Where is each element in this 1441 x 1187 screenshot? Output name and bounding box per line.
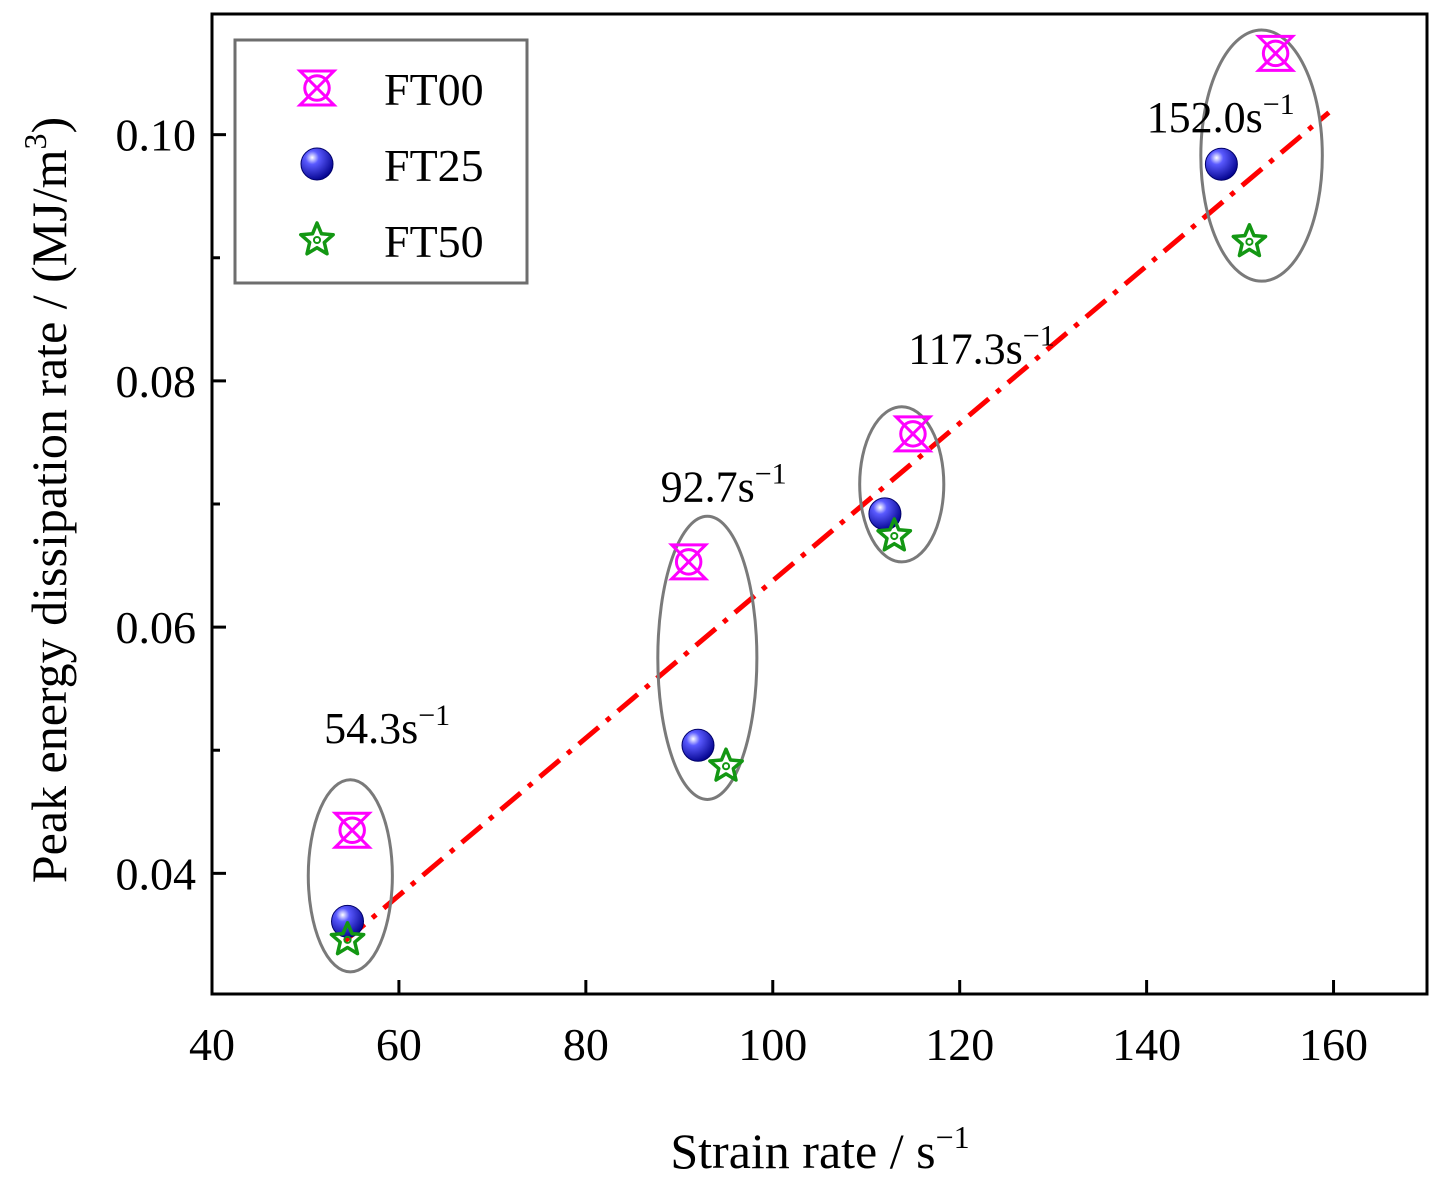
ft00-marker-circle — [303, 74, 331, 102]
y-tick-label: 0.08 — [116, 356, 197, 407]
group-ellipse — [306, 778, 394, 974]
markers-layer — [329, 34, 1297, 956]
ft00-marker-bowtie — [331, 811, 373, 849]
group-ellipses-layer — [306, 28, 1324, 974]
ft50-marker — [1231, 223, 1268, 258]
ft00-marker-bowtie — [296, 69, 338, 107]
group-ellipse — [858, 405, 946, 564]
x-tick-label: 120 — [925, 1019, 994, 1070]
legend-label: FT25 — [384, 140, 484, 191]
x-tick-label: 140 — [1112, 1019, 1181, 1070]
ft25-marker — [681, 728, 715, 762]
ft00-marker-circle — [674, 548, 703, 576]
axis-ticks-layer: 40 60 80 100 120 140 160 0.04 0.06 0.08 0.10 — [116, 110, 1369, 1070]
ft00-marker-bowtie — [1254, 34, 1297, 72]
ft50-marker — [299, 221, 335, 256]
ft50-marker-center — [312, 235, 322, 245]
ft50-marker — [876, 517, 913, 552]
strain-rate-annotation: 117.3s−1 — [908, 320, 1054, 374]
y-axis-title: Peak energy dissipation rate / (MJ/m3) — [17, 117, 77, 883]
legend: FT00 FT25 FT50 — [233, 38, 529, 285]
x-tick-label: 60 — [376, 1019, 422, 1070]
x-axis-title: Strain rate / s−1 — [670, 1119, 969, 1179]
ft00-marker — [1254, 34, 1297, 72]
strain-rate-annotation: 152.0s−1 — [1147, 88, 1295, 142]
ft50-marker-center — [1245, 237, 1254, 246]
ft00-marker — [668, 543, 710, 581]
strain-rate-annotation-unit-exponent: −1 — [755, 458, 787, 491]
ft50-marker — [708, 747, 744, 782]
x-tick-label: 40 — [189, 1019, 235, 1070]
strain-rate-annotation-value: 117.3s — [908, 325, 1023, 374]
strain-rate-annotation-unit-exponent: −1 — [1023, 320, 1055, 353]
ft00-marker-circle — [338, 816, 366, 844]
strain-rate-annotation-value: 92.7s — [661, 463, 755, 512]
ft50-marker-center — [343, 935, 352, 944]
ft00-marker-circle — [1261, 39, 1290, 68]
x-tick-label: 80 — [563, 1019, 609, 1070]
group-ellipse — [1199, 28, 1324, 283]
ft00-marker — [892, 415, 934, 453]
ft00-marker — [331, 811, 373, 849]
ft00-marker — [296, 69, 338, 107]
strain-rate-annotation-value: 152.0s — [1147, 93, 1263, 142]
y-tick-label: 0.06 — [116, 602, 197, 653]
y-tick-label: 0.04 — [116, 848, 197, 899]
strain-rate-annotation-unit-exponent: −1 — [1263, 88, 1295, 121]
ft25-marker — [300, 147, 334, 181]
x-tick-label: 160 — [1299, 1019, 1368, 1070]
ft50-marker-center — [890, 531, 899, 541]
ft50-marker-center — [721, 762, 731, 771]
ft25-marker — [1204, 147, 1238, 181]
legend-label: FT50 — [384, 216, 484, 267]
legend-label: FT00 — [384, 64, 484, 115]
strain-rate-annotation-unit-exponent: −1 — [418, 699, 450, 732]
x-tick-label: 100 — [738, 1019, 807, 1070]
group-ellipse — [656, 514, 759, 801]
strain-rate-annotation: 92.7s−1 — [661, 458, 787, 512]
legend-box — [233, 38, 529, 285]
strain-rate-annotation-value: 54.3s — [324, 704, 418, 753]
fit-line-layer — [343, 110, 1331, 943]
strain-rate-annotation: 54.3s−1 — [324, 699, 450, 753]
ft50-marker — [329, 921, 366, 956]
y-tick-label: 0.10 — [116, 110, 197, 161]
fit-line — [343, 110, 1331, 943]
ft00-marker-circle — [899, 420, 927, 448]
ft00-marker-bowtie — [668, 543, 710, 581]
ft00-marker-bowtie — [892, 415, 934, 453]
